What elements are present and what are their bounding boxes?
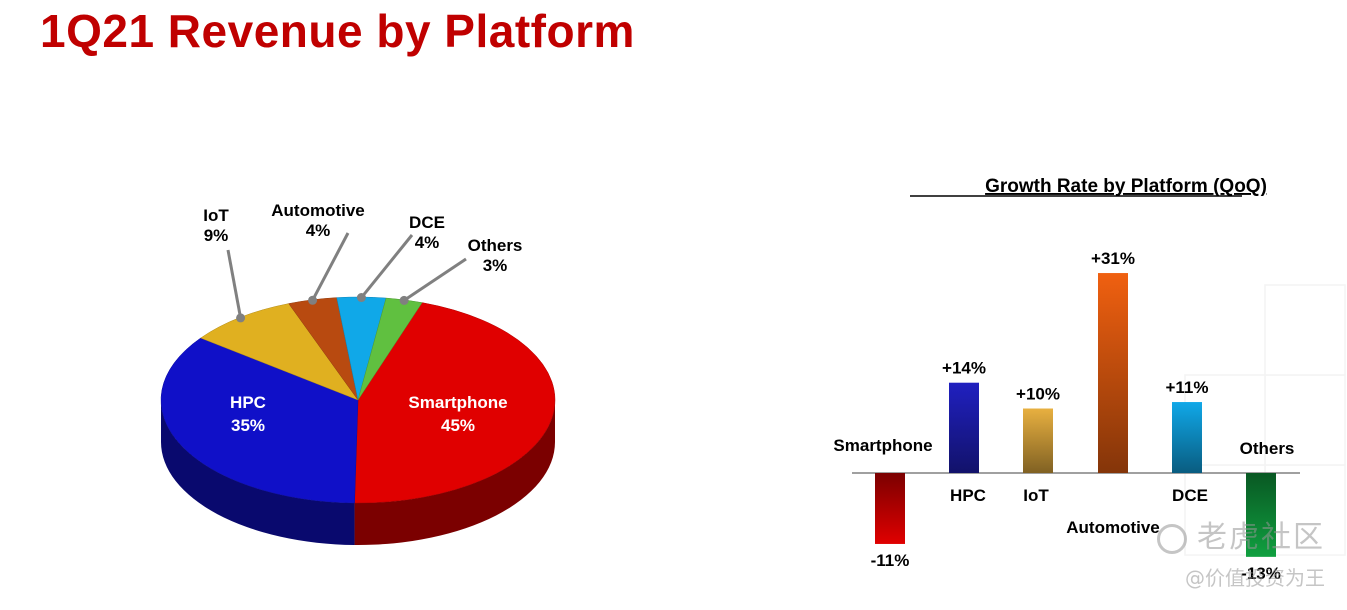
bar-value-iot: +10% bbox=[1016, 385, 1060, 404]
pie-top-faces bbox=[160, 296, 556, 504]
pie-label-hpc: HPC bbox=[230, 393, 266, 412]
bar-category-iot: IoT bbox=[1023, 486, 1049, 505]
bar-others bbox=[1246, 473, 1276, 557]
watermark-brand: 老虎社区 bbox=[1197, 520, 1325, 555]
bar-value-smartphone: -11% bbox=[871, 551, 910, 570]
bar-value-hpc: +14% bbox=[942, 359, 986, 378]
watermark: 老虎社区 @价值投资为王 bbox=[1125, 512, 1325, 591]
pie-value-others: 3% bbox=[483, 256, 508, 275]
pie-label-automotive: Automotive bbox=[271, 201, 365, 220]
watermark-handle: @价值投资为王 bbox=[1185, 566, 1325, 590]
pie-slice-smartphone bbox=[354, 302, 556, 504]
bar-hpc bbox=[949, 382, 979, 473]
bar-iot bbox=[1023, 408, 1053, 473]
bar-smartphone bbox=[875, 473, 905, 544]
pie-value-dce: 4% bbox=[415, 233, 440, 252]
bar-category-others: Others bbox=[1240, 439, 1295, 458]
pie-value-smartphone: 45% bbox=[441, 416, 475, 435]
pie-leader-dot-iot bbox=[236, 313, 246, 323]
bar-dce bbox=[1172, 402, 1202, 473]
bg-square bbox=[1264, 284, 1346, 376]
pie-leader-others bbox=[403, 257, 467, 302]
pie-slice-hpc bbox=[160, 337, 359, 504]
pie-leader-dot-others bbox=[399, 295, 409, 305]
bar-value-dce: +11% bbox=[1165, 378, 1208, 397]
pie-side-walls bbox=[161, 400, 555, 545]
bar-category-hpc: HPC bbox=[950, 486, 986, 505]
bar-category-smartphone: Smartphone bbox=[833, 436, 932, 455]
pie-leader-dce bbox=[360, 234, 414, 299]
pie-side-hpc bbox=[161, 400, 355, 545]
pie-label-others: Others bbox=[468, 236, 523, 255]
pie-side-smartphone bbox=[354, 400, 555, 545]
pie-label-smartphone: Smartphone bbox=[408, 393, 507, 412]
bar-automotive bbox=[1098, 273, 1128, 473]
page-title: 1Q21 Revenue by Platform bbox=[40, 5, 635, 57]
pie-leader-iot bbox=[226, 249, 243, 319]
bar-category-dce: DCE bbox=[1172, 486, 1208, 505]
pie-leader-dot-automotive bbox=[308, 295, 318, 305]
growth-rate-bar-chart: Growth Rate by Platform (QoQ) -11% +14% +10… bbox=[833, 176, 1346, 583]
pie-value-automotive: 4% bbox=[306, 221, 331, 240]
pie-label-iot: IoT bbox=[203, 206, 229, 225]
watermark-logo-icon bbox=[1157, 523, 1187, 554]
pie-leader-automotive bbox=[311, 232, 350, 302]
pie-label-dce: DCE bbox=[409, 213, 445, 232]
bar-value-automotive: +31% bbox=[1091, 249, 1135, 268]
bar-chart-title: Growth Rate by Platform (QoQ) bbox=[985, 176, 1267, 197]
pie-value-iot: 9% bbox=[204, 226, 229, 245]
bar-category-automotive: Automotive bbox=[1066, 518, 1160, 537]
bar-value-others: -13% bbox=[1241, 564, 1281, 583]
pie-value-hpc: 35% bbox=[231, 416, 265, 435]
pie-leader-dot-dce bbox=[356, 293, 366, 303]
